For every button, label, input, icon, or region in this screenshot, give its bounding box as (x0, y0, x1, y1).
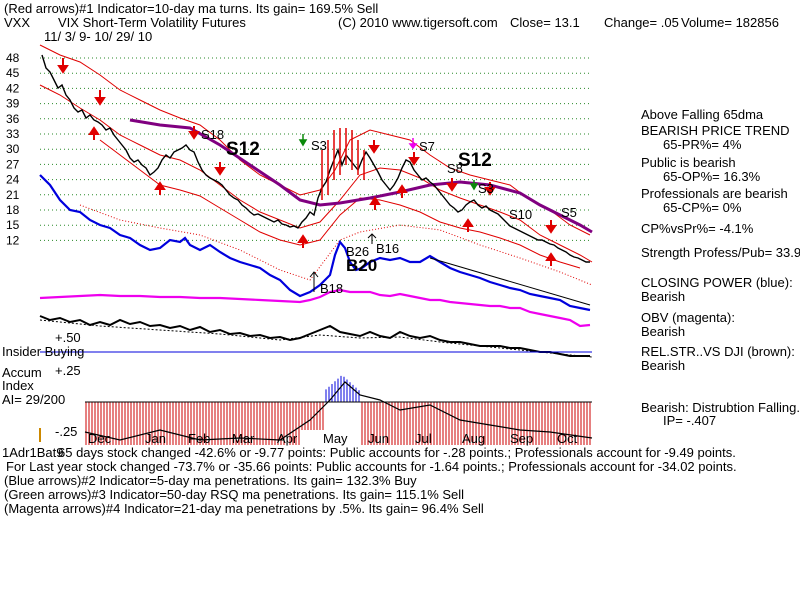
change-value: Change= .05 (604, 15, 679, 30)
upper-band-line (39, 44, 591, 236)
relative-strength-ma (39, 319, 593, 358)
ip-value: IP= -.407 (663, 413, 717, 428)
lower-band-line (99, 139, 581, 269)
middle-band-line (39, 84, 593, 263)
ticker: VXX (4, 15, 31, 30)
accum-label: Accum (2, 365, 42, 380)
y-tick-label: 42 (6, 81, 20, 95)
price-trend: BEARISH PRICE TREND (641, 123, 790, 138)
price-gridlines (40, 57, 592, 241)
signal-label: S10 (509, 207, 533, 222)
signal-label: B20 (346, 256, 378, 275)
x-tick-label: Apr (277, 431, 298, 446)
footer-blue-arrows: (Blue arrows)#2 Indicator=5-day ma penet… (4, 473, 417, 488)
y-tick-label: 30 (6, 142, 20, 156)
obv-line (39, 288, 591, 328)
rel-str-status: Bearish (641, 358, 686, 373)
close-value: Close= 13.1 (510, 15, 580, 30)
public-status: Public is bearish (641, 155, 736, 170)
x-tick-label: Dec (88, 431, 112, 446)
x-tick-label: May (323, 431, 348, 446)
signal-label: S3 (311, 138, 327, 153)
rel-str-label: REL.STR..VS DJI (brown): (641, 344, 795, 359)
copyright: (C) 2010 www.tigersoft.com (338, 15, 498, 30)
x-tick-label: Aug (462, 431, 486, 446)
date-range: 11/ 3/ 9- 10/ 29/ 10 (44, 29, 153, 44)
x-tick-label: Oct (557, 431, 578, 446)
insider-buying-label: Insider Buying (2, 344, 85, 359)
red-up-arrows (88, 126, 557, 266)
obv-label: OBV (magenta): (641, 310, 735, 325)
professional-status: Professionals are bearish (641, 186, 788, 201)
y-tick-label: 36 (6, 112, 20, 126)
y-tick-label: 24 (6, 173, 20, 187)
signal-label: S12 (458, 150, 492, 171)
x-tick-label: Feb (188, 431, 211, 446)
trend-line (429, 257, 591, 306)
y-tick-label: 39 (6, 97, 20, 111)
signal-label: B26 (346, 244, 370, 259)
footer-65days: 65 days stock changed -42.6% or -9.77 po… (58, 445, 736, 460)
x-tick-label: Mar (232, 431, 255, 446)
y-tick-label: 21 (6, 188, 20, 202)
footer-overlap-text: 1Adr1Bat9 (2, 445, 64, 460)
op-percent: 65-OP%= 16.3% (663, 169, 761, 184)
plus50-label: +.50 (55, 330, 81, 345)
security-name: VIX Short-Term Volatility Futures (58, 15, 246, 30)
obv-status: Bearish (641, 324, 686, 339)
ai-marker (39, 428, 41, 442)
ip-status: Bearish: Distrubtion Falling. (641, 400, 800, 415)
footer-green-arrows: (Green arrows)#3 Indicator=50-day RSQ ma… (4, 487, 465, 502)
y-tick-label: 27 (6, 157, 20, 171)
plus25-label: +.25 (55, 363, 81, 378)
may-spike-bars (321, 128, 365, 200)
cp-percent: 65-CP%= 0% (663, 200, 742, 215)
signal-label: S7 (419, 139, 435, 154)
x-tick-label: Jan (145, 431, 166, 446)
strength-ratio: Strength Profess/Pub= 33.9 (641, 245, 800, 260)
green-down-arrows (298, 134, 479, 191)
red-down-arrows (57, 58, 557, 234)
relative-strength-line (39, 315, 590, 357)
minus25-label: -.25 (55, 424, 78, 439)
volume-value: Volume= 182856 (681, 15, 779, 30)
trend-status: Above Falling 65dma (641, 107, 764, 122)
closing-power-line (39, 174, 591, 312)
signal-label: S8 (447, 161, 463, 176)
cp-vs-pr: CP%vsPr%= -4.1% (641, 221, 754, 236)
y-tick-label: 33 (6, 127, 20, 141)
magenta-down-arrow (408, 138, 418, 150)
signal-label: B16 (376, 241, 400, 256)
footer-magenta-arrows: (Magenta arrows)#4 Indicator=21-day ma p… (4, 501, 484, 516)
black-up-arrows (309, 233, 377, 292)
x-tick-label: Jun (368, 431, 389, 446)
ma65-line (129, 118, 593, 234)
y-tick-label: 15 (6, 218, 20, 232)
footer-last-year: For Last year stock changed -73.7% or -3… (6, 459, 737, 474)
signal-label: S3 (478, 181, 494, 196)
signal-label: B18 (320, 281, 344, 296)
pr-percent: 65-PR%= 4% (663, 137, 742, 152)
closing-power-label: CLOSING POWER (blue): (641, 275, 793, 290)
signal-label: S18 (201, 127, 225, 142)
red-arrows-indicator-line: (Red arrows)#1 Indicator=10-day ma turns… (4, 1, 379, 16)
y-tick-label: 18 (6, 203, 20, 217)
price-line (41, 54, 590, 263)
signal-label: S5 (561, 205, 577, 220)
y-tick-label: 48 (6, 51, 20, 65)
closing-power-status: Bearish (641, 289, 686, 304)
y-tick-label: 45 (6, 66, 20, 80)
ai-value: AI= 29/200 (2, 392, 66, 407)
x-tick-label: Sep (510, 431, 534, 446)
index-label: Index (2, 378, 34, 393)
signal-label: S12 (226, 139, 260, 160)
y-tick-label: 12 (6, 233, 20, 247)
x-tick-label: Jul (415, 431, 432, 446)
accum-ma-line (84, 381, 593, 441)
